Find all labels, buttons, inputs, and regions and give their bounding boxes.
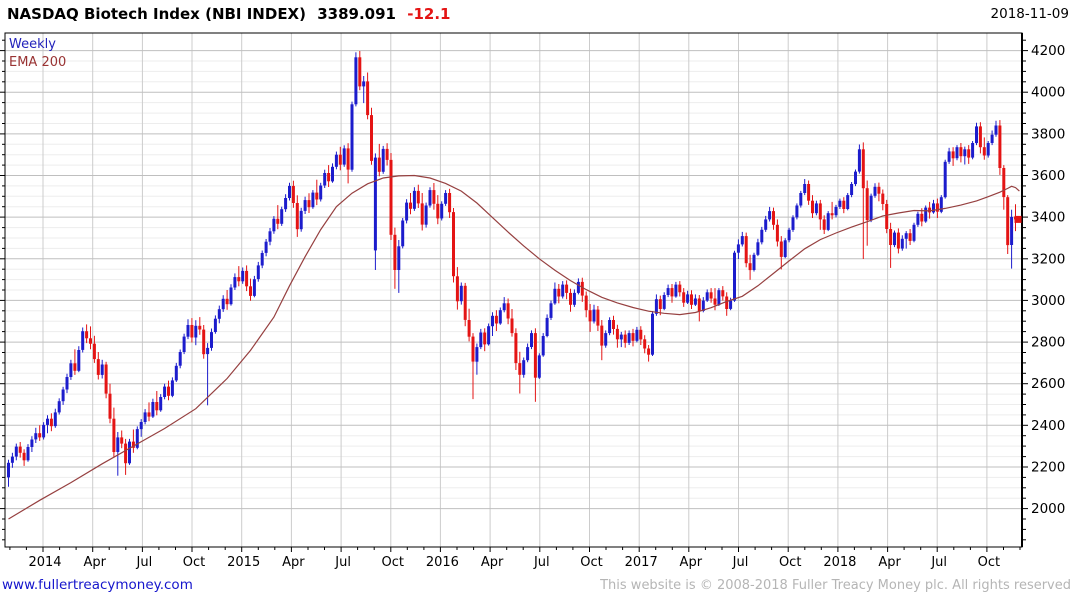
svg-text:Oct: Oct bbox=[580, 555, 602, 570]
grid-minor-horizontal bbox=[5, 60, 1022, 499]
y-axis-labels: 2000 2200 2400 2600 2800 3000 3200 3400 3600 3800… bbox=[1031, 43, 1065, 517]
chart-last-price: 3389.091 bbox=[317, 5, 396, 23]
footer-website-link[interactable]: www.fullertreacymoney.com bbox=[2, 577, 193, 593]
svg-text:4000: 4000 bbox=[1031, 85, 1065, 101]
y-axis-ticks bbox=[0, 39, 1028, 541]
svg-text:Apr: Apr bbox=[282, 555, 305, 570]
svg-text:2014: 2014 bbox=[28, 555, 61, 570]
legend-item-weekly: Weekly bbox=[9, 37, 56, 52]
svg-text:Oct: Oct bbox=[183, 555, 205, 570]
svg-text:2015: 2015 bbox=[227, 555, 260, 570]
legend-item-ema200: EMA 200 bbox=[9, 55, 67, 70]
grid-major-horizontal bbox=[5, 50, 1022, 510]
svg-text:Oct: Oct bbox=[978, 555, 1000, 570]
svg-text:Oct: Oct bbox=[779, 555, 801, 570]
svg-text:3200: 3200 bbox=[1031, 251, 1065, 267]
svg-text:Jul: Jul bbox=[136, 555, 153, 570]
svg-text:3800: 3800 bbox=[1031, 126, 1065, 142]
svg-text:2018: 2018 bbox=[823, 555, 856, 570]
svg-text:Jul: Jul bbox=[334, 555, 351, 570]
svg-text:2016: 2016 bbox=[426, 555, 459, 570]
svg-text:2800: 2800 bbox=[1031, 335, 1065, 351]
svg-text:Apr: Apr bbox=[878, 555, 901, 570]
svg-text:Apr: Apr bbox=[680, 555, 703, 570]
chart-title: NASDAQ Biotech Index (NBI INDEX) bbox=[7, 5, 306, 23]
chart-legend: Weekly EMA 200 bbox=[9, 36, 66, 72]
svg-text:Jul: Jul bbox=[930, 555, 947, 570]
svg-text:2000: 2000 bbox=[1031, 501, 1065, 517]
ema-200-line bbox=[8, 174, 1020, 520]
svg-text:2400: 2400 bbox=[1031, 418, 1065, 434]
grid-vertical-quarters bbox=[42, 33, 988, 547]
svg-text:Apr: Apr bbox=[481, 555, 504, 570]
chart-change: -12.1 bbox=[407, 5, 451, 23]
svg-text:Apr: Apr bbox=[83, 555, 106, 570]
svg-text:2600: 2600 bbox=[1031, 376, 1065, 392]
svg-text:Oct: Oct bbox=[382, 555, 404, 570]
x-axis-labels: 2014 Apr Jul Oct 2015 Apr Jul Oct 2016 Apr Jul Oct 2… bbox=[28, 555, 1000, 570]
svg-text:Jul: Jul bbox=[533, 555, 550, 570]
last-price-marker bbox=[1014, 215, 1022, 223]
svg-text:2200: 2200 bbox=[1031, 460, 1065, 476]
svg-text:4200: 4200 bbox=[1031, 43, 1065, 59]
chart-header: NASDAQ Biotech Index (NBI INDEX) 3389.09… bbox=[7, 5, 450, 23]
footer-copyright: This website is © 2008-2018 Fuller Treac… bbox=[600, 578, 1071, 593]
svg-text:Jul: Jul bbox=[732, 555, 749, 570]
chart-date: 2018-11-09 bbox=[990, 6, 1069, 22]
x-axis-ticks bbox=[9, 547, 1021, 552]
svg-text:3600: 3600 bbox=[1031, 168, 1065, 184]
page-footer: www.fullertreacymoney.com This website i… bbox=[0, 574, 1075, 598]
svg-text:3400: 3400 bbox=[1031, 210, 1065, 226]
svg-text:2017: 2017 bbox=[625, 555, 658, 570]
svg-text:3000: 3000 bbox=[1031, 293, 1065, 309]
